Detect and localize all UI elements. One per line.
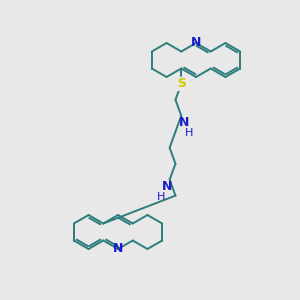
Text: N: N [178,116,189,129]
Text: H: H [157,192,166,202]
Text: N: N [162,180,172,193]
Text: N: N [191,37,201,50]
Text: S: S [177,77,186,90]
Text: N: N [113,242,123,256]
Text: H: H [184,128,193,138]
